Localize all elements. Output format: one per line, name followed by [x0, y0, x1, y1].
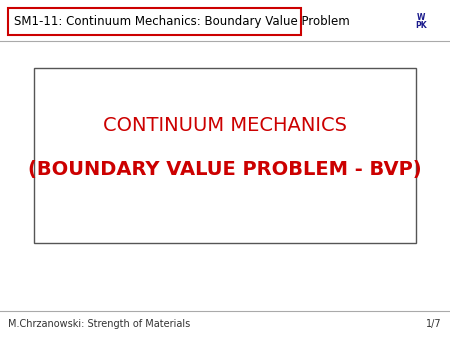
Text: 1/7: 1/7	[426, 319, 442, 329]
Text: M.Chrzanowski: Strength of Materials: M.Chrzanowski: Strength of Materials	[8, 319, 190, 329]
Text: (BOUNDARY VALUE PROBLEM - BVP): (BOUNDARY VALUE PROBLEM - BVP)	[28, 160, 422, 178]
Text: SM1-11: Continuum Mechanics: Boundary Value Problem: SM1-11: Continuum Mechanics: Boundary Va…	[14, 15, 349, 28]
FancyBboxPatch shape	[8, 8, 301, 35]
FancyBboxPatch shape	[34, 68, 416, 243]
Text: W
PK: W PK	[415, 13, 427, 30]
Text: CONTINUUM MECHANICS: CONTINUUM MECHANICS	[103, 116, 347, 135]
